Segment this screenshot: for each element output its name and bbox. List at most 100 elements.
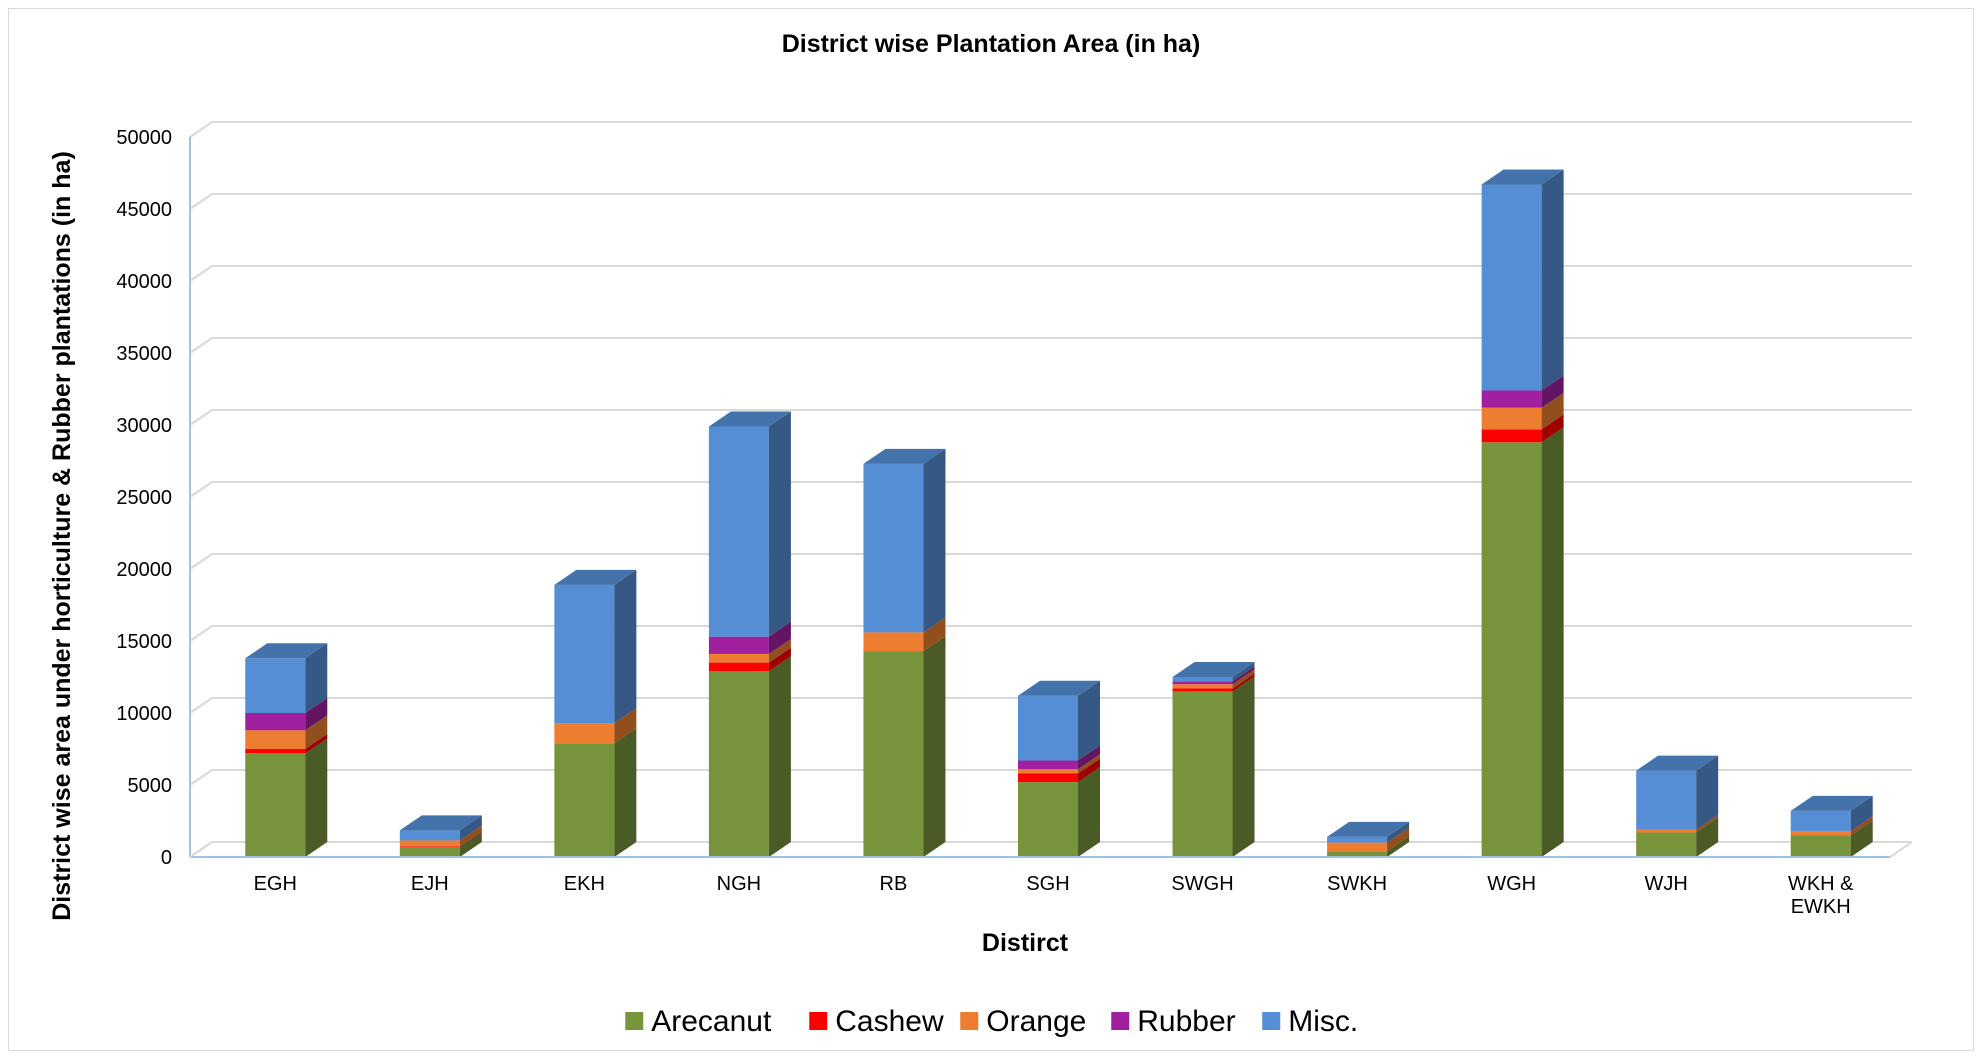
bar-side xyxy=(459,831,482,847)
bar-segment-orange xyxy=(708,653,769,663)
bar-side xyxy=(1850,795,1873,832)
bar-side xyxy=(1696,814,1719,833)
x-tick-label: EGH xyxy=(254,873,297,895)
bar-side xyxy=(1078,754,1100,774)
gridline-side xyxy=(189,337,213,354)
y-tick-label: 45000 xyxy=(116,199,172,221)
x-tick-label: SGH xyxy=(1026,873,1069,895)
bar-segment-orange xyxy=(1172,684,1233,689)
gridline-side xyxy=(189,121,213,138)
bar-segment-arecanut xyxy=(863,651,924,857)
bar-top xyxy=(1481,169,1564,185)
bar-segment-arecanut xyxy=(1636,832,1697,857)
bar-segment-orange xyxy=(863,632,924,652)
bar-side xyxy=(1078,767,1100,857)
legend-label: Misc. xyxy=(1288,1005,1358,1038)
bar-segment-cashew xyxy=(1172,688,1233,692)
floor-edge xyxy=(1889,841,1913,858)
x-tick-label: SWGH xyxy=(1171,873,1233,895)
bar-segment-arecanut xyxy=(1481,442,1542,857)
bar-side xyxy=(768,638,791,663)
y-tick-label: 15000 xyxy=(116,631,172,653)
bar-segment-misc xyxy=(1327,836,1388,843)
y-tick-label: 10000 xyxy=(116,703,172,725)
gridline-side xyxy=(189,265,213,282)
bar-side xyxy=(305,643,328,713)
bar-segment-misc xyxy=(1172,677,1233,682)
legend: Arecanut Cashew Orange Rubber Misc. xyxy=(625,1005,1358,1038)
bar-side xyxy=(459,831,482,857)
bar-segment-misc xyxy=(863,463,924,633)
legend-label: Cashew xyxy=(835,1005,944,1038)
bar-top xyxy=(245,643,328,659)
bar-segment-arecanut xyxy=(554,743,615,857)
bar-side xyxy=(1387,821,1410,843)
bar-segment-cashew xyxy=(399,846,460,847)
x-axis-title: Distirct xyxy=(982,929,1069,957)
bar-segment-arecanut xyxy=(399,846,460,857)
y-tick-label: 5000 xyxy=(128,775,173,797)
bar-side xyxy=(923,617,946,652)
bar-segment-orange xyxy=(245,730,306,749)
legend-label: Rubber xyxy=(1137,1005,1235,1038)
bar-segment-cashew xyxy=(1018,773,1078,783)
legend-swatch-orange xyxy=(960,1012,979,1030)
gridline-side xyxy=(189,193,213,210)
bar-side xyxy=(923,636,946,857)
bar-side xyxy=(305,698,328,731)
bar-segment-arecanut xyxy=(1790,835,1851,857)
bar-top xyxy=(399,815,482,831)
bar-side xyxy=(1078,745,1100,770)
bar-side xyxy=(1232,666,1255,685)
bar-side xyxy=(305,734,328,754)
y-tick-label: 35000 xyxy=(116,343,172,365)
bar-segment-misc xyxy=(1018,695,1078,761)
x-tick-label: RB xyxy=(880,873,908,895)
bar-segment-misc xyxy=(708,426,769,637)
y-tick-label: 50000 xyxy=(116,127,172,149)
bar-segment-arecanut xyxy=(1327,851,1388,857)
gridline-side xyxy=(189,769,213,786)
x-tick-labels: EGH EJH EKH NGH RB SGH SWGH SWKH WGH WJH WKH &EWKH xyxy=(254,873,1855,918)
bar-side xyxy=(305,715,328,749)
bar-segment-orange xyxy=(399,840,460,847)
bar-side xyxy=(1541,427,1564,857)
bar-top xyxy=(708,411,791,427)
x-tick-label: NGH xyxy=(717,873,761,895)
x-tick-label: WJH xyxy=(1645,873,1688,895)
bar-side xyxy=(614,708,637,744)
gridline-side xyxy=(189,409,213,426)
bar-top xyxy=(1636,755,1719,771)
bar-side xyxy=(1696,755,1719,830)
bar-segment-orange xyxy=(1018,769,1078,774)
x-tick-label: EJH xyxy=(411,873,449,895)
gridline-side xyxy=(189,481,213,498)
floor-edge xyxy=(189,841,213,858)
bar-segment-cashew xyxy=(1481,429,1542,443)
bar-top xyxy=(1018,680,1100,696)
legend-label: Orange xyxy=(986,1005,1086,1038)
chart-title: District wise Plantation Area (in ha) xyxy=(782,30,1201,58)
chart-frame xyxy=(8,8,1974,1051)
bar-side xyxy=(459,815,482,841)
bar-side xyxy=(459,825,482,847)
bar-side xyxy=(1232,669,1255,689)
bar-side xyxy=(1541,392,1564,430)
legend-swatch-rubber xyxy=(1111,1012,1130,1030)
bar-segment-cashew xyxy=(708,662,769,672)
bar-side xyxy=(1696,817,1719,857)
bar-side xyxy=(1387,827,1410,852)
y-axis-title: District wise area under horticulture & … xyxy=(48,151,76,921)
bar-segment-misc xyxy=(399,830,460,841)
bar-segment-misc xyxy=(1790,810,1851,832)
bar-segment-rubber xyxy=(1481,390,1542,408)
bar-side xyxy=(614,728,637,857)
bar-side xyxy=(1232,676,1255,857)
legend-label: Arecanut xyxy=(651,1005,772,1038)
bar-side xyxy=(768,411,791,637)
bar-side xyxy=(1541,375,1564,408)
legend-swatch-misc xyxy=(1262,1012,1281,1030)
axes xyxy=(189,137,1913,858)
bar-segment-orange xyxy=(1636,829,1697,833)
